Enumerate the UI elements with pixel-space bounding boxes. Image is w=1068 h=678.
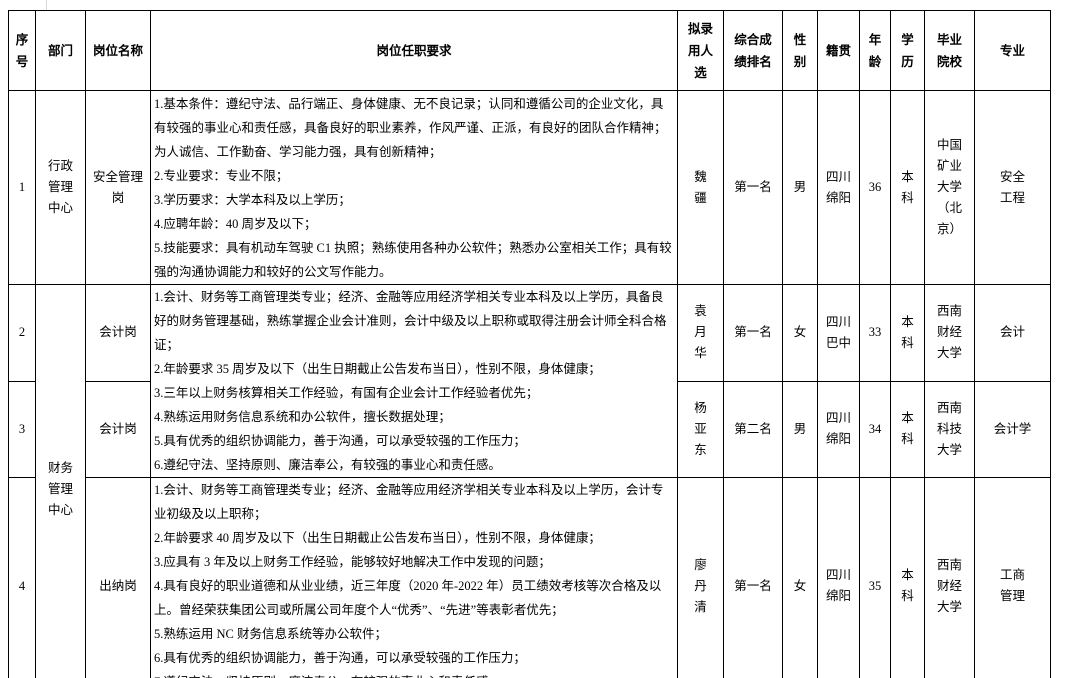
- cell-rank: 第一名: [723, 90, 783, 285]
- page-edge-artifact-line: [46, 0, 47, 11]
- cell-candidate-name: 杨 亚 东: [677, 380, 724, 478]
- table-row: 3 会计岗 杨 亚 东 第二名 男 四川 绵阳 34 本 科 西南 科技 大学 …: [8, 380, 1051, 478]
- header-position-name: 岗位名称: [85, 10, 151, 91]
- header-school: 毕业 院校: [924, 10, 975, 91]
- cell-major: 安全 工程: [974, 90, 1051, 285]
- table-row: 1 行政 管理 中心 安全管理 岗 1.基本条件：遵纪守法、品行端正、身体健康、…: [8, 90, 1051, 285]
- cell-hometown: 四川 绵阳: [817, 90, 860, 285]
- cell-seq: 4: [8, 477, 36, 678]
- cell-requirements: 1.会计、财务等工商管理类专业；经济、金融等应用经济学相关专业本科及以上学历，具…: [150, 284, 678, 478]
- cell-seq: 3: [8, 380, 36, 478]
- cell-position: 会计岗: [85, 380, 151, 478]
- cell-hometown: 四川 绵阳: [817, 380, 860, 478]
- table-header-row: 序 号 部门 岗位名称 岗位任职要求 拟录 用人 选 综合成 绩排名 性 别 籍…: [8, 10, 1051, 91]
- cell-position: 会计岗: [85, 284, 151, 382]
- recruitment-candidates-table: 序 号 部门 岗位名称 岗位任职要求 拟录 用人 选 综合成 绩排名 性 别 籍…: [8, 10, 1051, 678]
- cell-seq: 2: [8, 284, 36, 382]
- cell-candidate-name: 廖 丹 清: [677, 477, 724, 678]
- cell-rank: 第一名: [723, 284, 783, 382]
- cell-gender: 男: [782, 90, 818, 285]
- cell-department: 行政 管理 中心: [35, 90, 86, 285]
- cell-hometown: 四川 绵阳: [817, 477, 860, 678]
- header-education: 学 历: [890, 10, 925, 91]
- cell-major: 会计: [974, 284, 1051, 382]
- cell-age: 33: [859, 284, 891, 382]
- cell-school: 中国 矿业 大学 （北 京）: [924, 90, 975, 285]
- header-department: 部门: [35, 10, 86, 91]
- cell-hometown: 四川 巴中: [817, 284, 860, 382]
- cell-major: 会计学: [974, 380, 1051, 478]
- cell-education: 本 科: [890, 90, 925, 285]
- cell-gender: 男: [782, 380, 818, 478]
- cell-position: 出纳岗: [85, 477, 151, 678]
- header-candidate: 拟录 用人 选: [677, 10, 724, 91]
- cell-seq: 1: [8, 90, 36, 285]
- table-row: 4 出纳岗 1.会计、财务等工商管理类专业；经济、金融等应用经济学相关专业本科及…: [8, 477, 1051, 678]
- header-rank: 综合成 绩排名: [723, 10, 783, 91]
- cell-education: 本 科: [890, 477, 925, 678]
- cell-candidate-name: 魏 疆: [677, 90, 724, 285]
- cell-rank: 第一名: [723, 477, 783, 678]
- cell-education: 本 科: [890, 380, 925, 478]
- cell-rank: 第二名: [723, 380, 783, 478]
- header-hometown: 籍贯: [817, 10, 860, 91]
- header-gender: 性 别: [782, 10, 818, 91]
- cell-candidate-name: 袁 月 华: [677, 284, 724, 382]
- cell-age: 36: [859, 90, 891, 285]
- cell-school: 西南 财经 大学: [924, 477, 975, 678]
- cell-department: 财务 管理 中心: [35, 284, 86, 678]
- header-requirements: 岗位任职要求: [150, 10, 678, 91]
- cell-major: 工商 管理: [974, 477, 1051, 678]
- table-row: 2 财务 管理 中心 会计岗 1.会计、财务等工商管理类专业；经济、金融等应用经…: [8, 284, 1051, 678]
- header-major: 专业: [974, 10, 1051, 91]
- cell-education: 本 科: [890, 284, 925, 382]
- header-seq: 序 号: [8, 10, 36, 91]
- cell-school: 西南 财经 大学: [924, 284, 975, 382]
- cell-requirements: 1.会计、财务等工商管理类专业；经济、金融等应用经济学相关专业本科及以上学历，会…: [150, 477, 678, 678]
- cell-school: 西南 科技 大学: [924, 380, 975, 478]
- cell-position: 安全管理 岗: [85, 90, 151, 285]
- cell-gender: 女: [782, 477, 818, 678]
- cell-age: 35: [859, 477, 891, 678]
- cell-gender: 女: [782, 284, 818, 382]
- cell-requirements: 1.基本条件：遵纪守法、品行端正、身体健康、无不良记录；认同和遵循公司的企业文化…: [150, 90, 678, 285]
- cell-age: 34: [859, 380, 891, 478]
- header-age: 年 龄: [859, 10, 891, 91]
